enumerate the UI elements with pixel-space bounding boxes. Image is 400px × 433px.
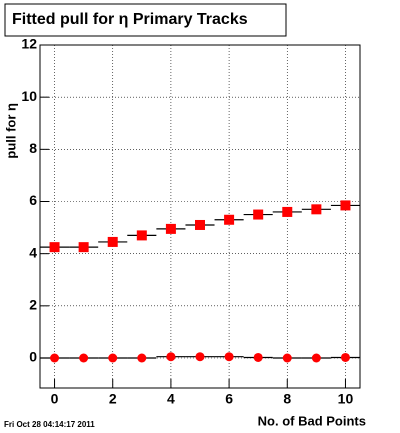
x-tick-label: 6 [225, 391, 233, 407]
y-tick-label: 0 [29, 349, 37, 365]
marker [340, 352, 350, 362]
x-tick-label: 0 [51, 391, 59, 407]
y-tick-label: 6 [29, 192, 37, 208]
marker [107, 236, 118, 247]
marker [311, 353, 321, 363]
y-tick-label: 8 [29, 140, 37, 156]
y-tick-label: 2 [29, 297, 37, 313]
y-tick-label: 12 [21, 36, 37, 52]
y-axis-label: pull for η [3, 103, 18, 159]
x-tick-label: 8 [283, 391, 291, 407]
marker [253, 352, 263, 362]
x-tick-label: 2 [109, 391, 117, 407]
marker [136, 230, 147, 241]
x-tick-label: 10 [338, 391, 354, 407]
marker [50, 353, 60, 363]
marker [195, 219, 205, 230]
marker [311, 204, 322, 215]
y-tick-label: 10 [21, 88, 37, 104]
footer: Fri Oct 28 04:14:17 2011 [4, 420, 95, 429]
marker [195, 352, 205, 362]
marker [253, 209, 264, 220]
marker [282, 353, 292, 363]
marker [165, 223, 176, 234]
marker [224, 352, 234, 362]
x-tick-label: 4 [167, 391, 175, 407]
chart-title: Fitted pull for η Primary Tracks [12, 11, 248, 28]
marker [340, 200, 351, 211]
marker [137, 353, 147, 363]
marker [108, 353, 118, 363]
y-tick-label: 4 [29, 244, 37, 260]
title-box [4, 3, 287, 37]
marker [79, 353, 89, 363]
marker [166, 352, 176, 362]
marker [282, 206, 293, 217]
x-axis-label: No. of Bad Points [258, 413, 366, 428]
marker [224, 214, 235, 225]
marker [49, 242, 60, 253]
marker [78, 242, 89, 253]
